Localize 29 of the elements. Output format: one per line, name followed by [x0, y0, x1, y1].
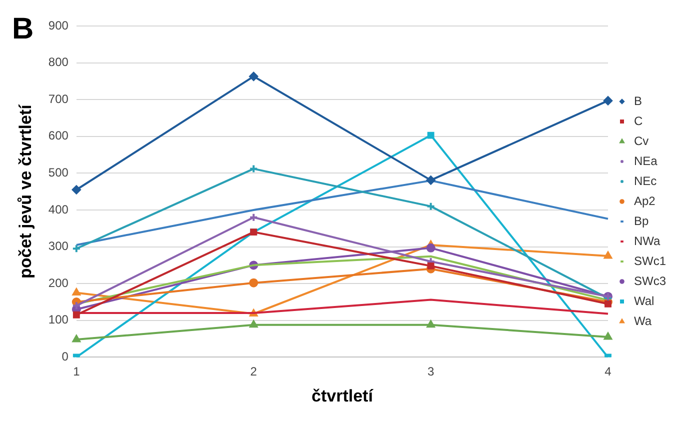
x-tick-label: 1	[73, 364, 80, 379]
y-tick-label: 700	[48, 92, 69, 106]
y-tick-label: 200	[48, 276, 69, 290]
y-tick-label: 900	[48, 18, 69, 32]
legend-label: Wa	[634, 314, 652, 328]
y-tick-label: 800	[48, 55, 69, 70]
legend-label: NWa	[634, 234, 661, 248]
x-tick-label: 3	[427, 364, 434, 379]
y-tick-label: 300	[48, 239, 69, 254]
legend-label: Ap2	[634, 194, 656, 208]
x-axis-title: čtvrtletí	[312, 386, 374, 406]
legend-label: SWc1	[634, 254, 666, 268]
y-tick-label: 0	[62, 350, 69, 364]
legend-label: NEa	[634, 154, 658, 168]
y-axis-title: počet jevů ve čtvrtletí	[16, 103, 35, 279]
x-tick-label: 2	[250, 364, 258, 379]
legend-label: Cv	[634, 134, 649, 148]
legend-label: Bp	[634, 214, 649, 228]
y-tick-label: 500	[48, 166, 69, 180]
y-tick-label: 100	[48, 312, 69, 327]
legend-label: Wal	[634, 294, 654, 308]
y-tick-label: 400	[48, 202, 69, 216]
legend-label: NEc	[634, 174, 657, 188]
legend-label: SWc3	[634, 274, 666, 288]
chart-title: B	[12, 12, 34, 46]
legend-label: C	[634, 114, 643, 128]
legend-label: B	[634, 94, 642, 108]
x-tick-label: 4	[604, 364, 612, 379]
y-tick-label: 600	[48, 128, 69, 143]
